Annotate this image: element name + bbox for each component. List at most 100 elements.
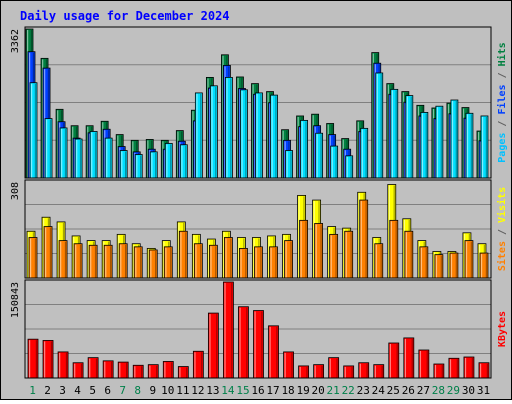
bar-kbytes-day-27	[418, 349, 430, 379]
bar-sites-day-13	[208, 244, 218, 279]
bar-kbytes-day-15-shade	[246, 307, 248, 378]
bar-pages-day-22	[345, 155, 354, 179]
bar-files-day-15-highlight	[239, 89, 241, 178]
bar-pages-day-22-highlight	[346, 156, 348, 178]
bar-files-day-16-highlight	[254, 95, 256, 178]
day-label-30: 30	[462, 384, 475, 397]
bar-visits-day-11-highlight	[178, 222, 180, 278]
chart-title: Daily usage for December 2024	[20, 9, 230, 23]
bar-visits-day-12-highlight	[193, 235, 195, 278]
bar-sites-day-25	[389, 219, 399, 279]
day-label-29: 29	[447, 384, 460, 397]
bar-kbytes-day-31-highlight	[479, 363, 482, 378]
panel-kbytes: 150843 KBytes	[10, 279, 508, 379]
bar-sites-day-16	[254, 246, 263, 279]
bar-sites-day-9-shade	[155, 250, 157, 278]
bar-sites-day-2-highlight	[45, 227, 47, 278]
bar-pages-day-18-shade	[290, 151, 292, 178]
bar-pages-day-19	[300, 119, 308, 179]
bar-sites-day-4-highlight	[75, 244, 77, 278]
bar-pages-day-19-shade	[305, 121, 307, 178]
side-legend-part: Pages	[497, 133, 508, 163]
bar-sites-day-18-shade	[290, 241, 292, 278]
bar-kbytes-day-4-shade	[80, 363, 83, 378]
bar-sites-day-18	[284, 240, 293, 279]
bar-sites-day-2-shade	[49, 227, 52, 278]
bar-kbytes-day-4	[72, 362, 84, 379]
bar-pages-day-25-shade	[395, 90, 397, 178]
bar-visits-day-7-highlight	[118, 235, 120, 278]
bar-sites-day-29-shade	[455, 254, 457, 278]
bar-hits-day-11-highlight	[177, 131, 179, 178]
bar-sites-day-21-shade	[335, 235, 337, 278]
bar-kbytes-day-17-highlight	[269, 326, 271, 378]
day-label-27: 27	[417, 384, 430, 397]
bar-sites-day-22-shade	[350, 232, 352, 278]
bar-files-day-2-highlight	[44, 69, 46, 178]
bar-kbytes-day-12	[192, 350, 204, 379]
day-label-10: 10	[161, 384, 174, 397]
bar-visits-day-13-highlight	[208, 240, 210, 278]
bar-kbytes-day-21-shade	[336, 358, 338, 378]
bar-hits-day-7-highlight	[117, 135, 119, 178]
bar-sites-day-31	[479, 252, 489, 279]
day-label-7: 7	[119, 384, 126, 397]
bar-kbytes-day-11-highlight	[179, 367, 181, 378]
bar-kbytes-day-8	[132, 364, 144, 379]
bar-kbytes-day-16-shade	[261, 311, 263, 378]
bar-hits-day-6-highlight	[102, 122, 104, 178]
bar-kbytes-day-27-shade	[426, 350, 428, 378]
bar-pages-day-25-highlight	[391, 90, 393, 178]
bar-pages-day-14-highlight	[226, 78, 228, 178]
bar-sites-day-29	[449, 252, 459, 279]
day-label-2: 2	[44, 384, 51, 397]
day-label-18: 18	[281, 384, 294, 397]
bar-pages-day-23	[360, 127, 369, 179]
bar-sites-day-12-highlight	[195, 244, 197, 278]
side-legend-part: Sites	[496, 241, 508, 271]
side-legend-part: /	[497, 115, 508, 133]
bar-pages-day-4-highlight	[76, 139, 78, 178]
bar-sites-day-19-highlight	[300, 221, 302, 278]
bar-hits-day-9-highlight	[147, 140, 149, 178]
bar-kbytes-day-12-highlight	[194, 352, 196, 378]
bar-kbytes-day-7-highlight	[119, 363, 121, 378]
day-label-8: 8	[134, 384, 141, 397]
bar-kbytes-day-26-shade	[411, 338, 413, 378]
bar-sites-day-21	[329, 233, 339, 279]
bar-pages-day-12-highlight	[196, 93, 198, 178]
day-label-25: 25	[387, 384, 400, 397]
bar-sites-day-5-shade	[94, 246, 97, 278]
bar-sites-day-14	[224, 237, 233, 279]
day-label-16: 16	[251, 384, 264, 397]
day-label-4: 4	[74, 384, 81, 397]
bar-sites-day-3-highlight	[60, 241, 62, 278]
bar-kbytes-day-22-highlight	[344, 366, 346, 378]
bar-pages-day-21-highlight	[331, 147, 333, 178]
bar-pages-day-3-shade	[64, 128, 67, 178]
bar-kbytes-day-5	[87, 357, 99, 379]
bar-pages-day-24	[375, 72, 384, 179]
bar-sites-day-17-shade	[275, 247, 277, 278]
bar-kbytes-day-24-shade	[381, 365, 383, 378]
bar-kbytes-day-24	[373, 364, 385, 379]
side-legend-visits-sites: Sites / Visits	[496, 187, 508, 271]
bar-pages-day-31	[480, 115, 489, 179]
bar-sites-day-10-shade	[170, 247, 172, 278]
bar-sites-day-24-shade	[380, 244, 382, 278]
bar-sites-day-19	[299, 219, 308, 279]
bar-pages-day-6-shade	[109, 139, 112, 178]
bar-pages-day-15-shade	[245, 90, 247, 178]
bar-kbytes-day-14	[223, 281, 234, 379]
bar-sites-day-1-shade	[34, 238, 36, 278]
bar-pages-day-17-shade	[275, 96, 277, 178]
bar-sites-day-22-highlight	[345, 232, 347, 278]
bar-kbytes-day-6-shade	[110, 361, 113, 378]
bar-sites-day-11	[178, 230, 188, 279]
bar-kbytes-day-19-highlight	[299, 366, 301, 378]
bar-pages-day-26	[405, 95, 414, 179]
bar-files-day-7-highlight	[119, 147, 121, 178]
bar-kbytes-day-17	[268, 325, 279, 379]
bar-files-day-11-highlight	[179, 142, 181, 178]
bar-sites-day-12	[193, 243, 203, 279]
